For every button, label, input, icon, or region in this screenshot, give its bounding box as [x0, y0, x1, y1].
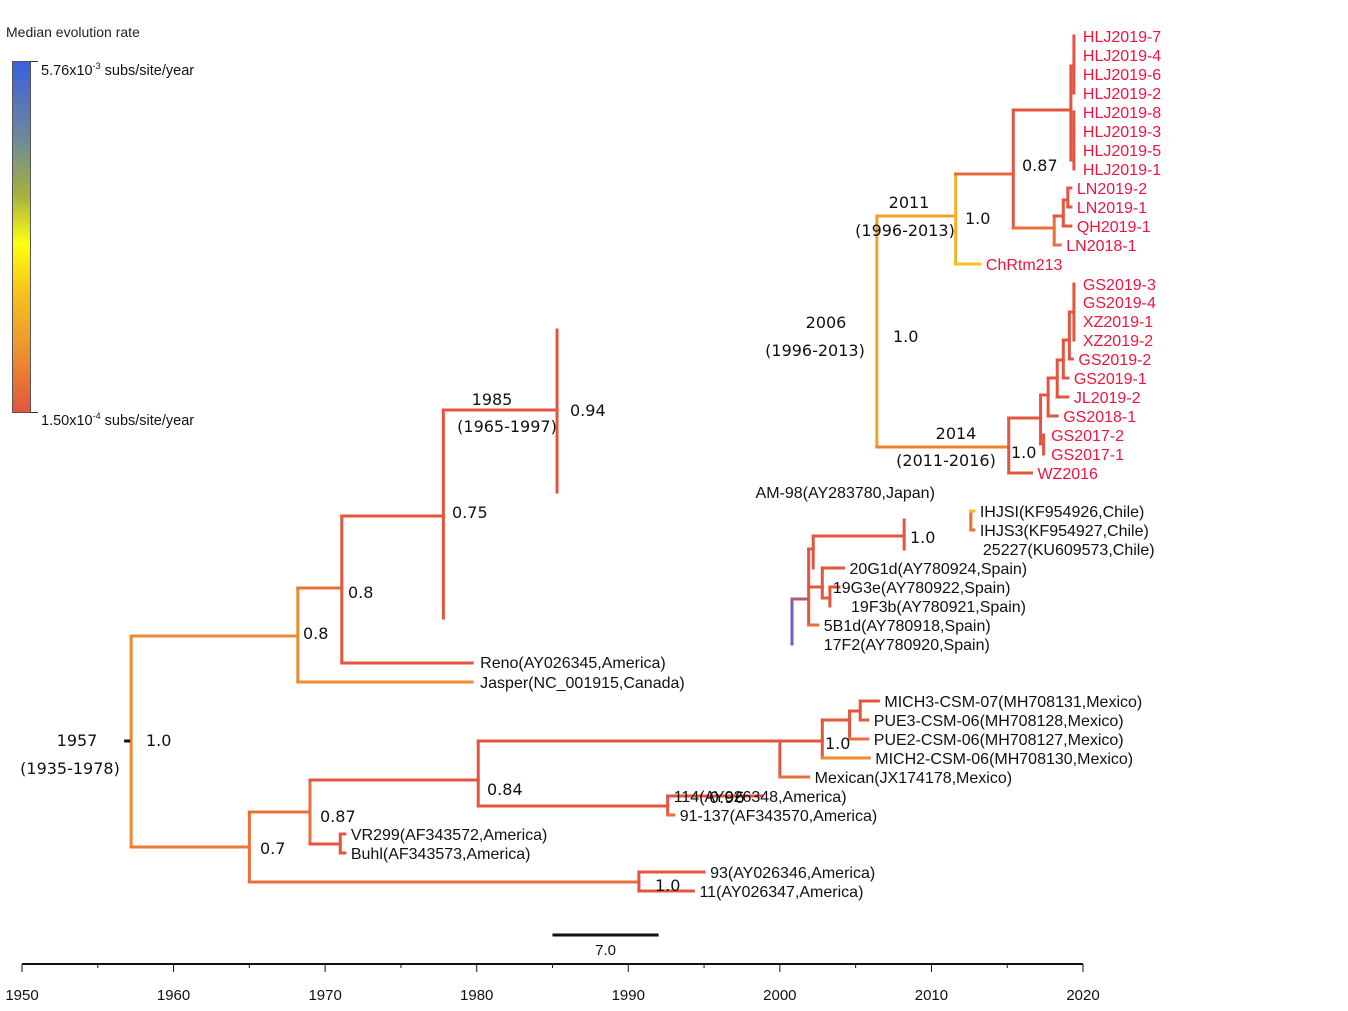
- tip-label: HLJ2019-8: [1083, 105, 1161, 122]
- tip-label: AM-98(AY283780,Japan): [756, 485, 935, 502]
- tip-label: Mexican(JX174178,Mexico): [815, 770, 1012, 787]
- scale-bar-label: 7.0: [595, 942, 616, 959]
- tip-label: 93(AY026346,America): [710, 865, 875, 882]
- node-hpd-label: (2011-2016): [896, 451, 996, 470]
- posterior-label: 0.75: [452, 503, 488, 522]
- tip-label: XZ2019-2: [1083, 333, 1153, 350]
- axis-tick-label: 1980: [460, 987, 493, 1004]
- legend-max-exponent: -3: [92, 61, 101, 71]
- posterior-label: 0.8: [303, 624, 328, 643]
- posterior-label: 1.0: [910, 528, 935, 547]
- posterior-label: 0.8: [348, 583, 373, 602]
- tip-label: HLJ2019-3: [1083, 124, 1161, 141]
- legend-max-label: 5.76x10-3 subs/site/year: [41, 61, 194, 79]
- node-age-label: 2006: [806, 313, 847, 332]
- tip-labels: HLJ2019-7 HLJ2019-4 HLJ2019-6 HLJ2019-2 HLJ2…: [351, 29, 1161, 901]
- tip-label: 19G3e(AY780922,Spain): [833, 580, 1011, 597]
- axis-tick-label: 1960: [157, 987, 190, 1004]
- tip-label: JL2019-2: [1074, 390, 1141, 407]
- legend-title: Median evolution rate: [6, 24, 140, 40]
- axis-tick-label: 2020: [1066, 987, 1099, 1004]
- tip-label: MICH2-CSM-06(MH708130,Mexico): [875, 751, 1133, 768]
- node-annotations: 1957 (1935-1978) 1.0 1985 (1965-1997) 0.94 200…: [20, 156, 1057, 895]
- axis-tick-label: 1990: [612, 987, 645, 1004]
- tip-label: GS2017-2: [1051, 428, 1124, 445]
- posterior-label: 0.96: [709, 788, 745, 807]
- scale-bar: 7.0: [552, 933, 659, 959]
- tip-label: Reno(AY026345,America): [480, 655, 666, 672]
- tip-label: Buhl(AF343573,America): [351, 846, 531, 863]
- axis-tick-label: 1950: [5, 987, 38, 1004]
- tip-label: GS2019-1: [1074, 371, 1147, 388]
- node-age-label: 2011: [889, 193, 930, 212]
- legend-min-unit: subs/site/year: [100, 412, 195, 429]
- node-hpd-label: (1935-1978): [20, 759, 120, 778]
- node-hpd-label: (1996-2013): [765, 341, 865, 360]
- tip-label: LN2018-1: [1066, 238, 1136, 255]
- tip-label: HLJ2019-5: [1083, 143, 1161, 160]
- axis-tick-label: 2000: [763, 987, 796, 1004]
- tip-label: WZ2016: [1037, 466, 1098, 483]
- tip-label: Jasper(NC_001915,Canada): [480, 675, 685, 692]
- tip-label: 114(AY026348,America): [674, 789, 847, 806]
- node-hpd-label: (1996-2013): [855, 221, 955, 240]
- posterior-label: 1.0: [146, 731, 171, 750]
- color-scale-bar: [12, 61, 31, 413]
- axis-tick-label: 2010: [915, 987, 948, 1004]
- legend-min-label: 1.50x10-4 subs/site/year: [41, 411, 194, 429]
- posterior-label: 1.0: [893, 327, 918, 346]
- legend-tick-min: [30, 412, 38, 413]
- time-axis: 1950 1960 1970 1980 1990 2000 2010 2020: [5, 963, 1100, 1004]
- tip-label: GS2017-1: [1051, 447, 1124, 464]
- tip-label: LN2019-1: [1077, 200, 1147, 217]
- tip-label: MICH3-CSM-07(MH708131,Mexico): [884, 694, 1142, 711]
- legend-tick-max: [30, 61, 38, 62]
- tip-label: 19F3b(AY780921,Spain): [851, 599, 1026, 616]
- axis-tick-label: 1970: [308, 987, 341, 1004]
- legend-max-mantissa: 5.76x10: [41, 62, 93, 79]
- posterior-label: 0.7: [260, 839, 285, 858]
- tip-label: IHJS3(KF954927,Chile): [980, 523, 1149, 540]
- tree-branches: [124, 34, 1076, 893]
- posterior-label: 0.94: [570, 401, 606, 420]
- tip-label: LN2019-2: [1077, 181, 1147, 198]
- tip-label: VR299(AF343572,America): [351, 827, 548, 844]
- legend-min-exponent: -4: [92, 411, 101, 421]
- tip-label: HLJ2019-7: [1083, 29, 1161, 46]
- tip-label: HLJ2019-6: [1083, 67, 1161, 84]
- tip-label: PUE2-CSM-06(MH708127,Mexico): [874, 732, 1124, 749]
- tip-label: HLJ2019-1: [1083, 162, 1161, 179]
- tip-label: XZ2019-1: [1083, 314, 1153, 331]
- tip-label: PUE3-CSM-06(MH708128,Mexico): [874, 713, 1124, 730]
- tip-label: HLJ2019-4: [1083, 48, 1161, 65]
- legend-max-unit: subs/site/year: [100, 62, 195, 79]
- tip-label: 11(AY026347,America): [699, 884, 863, 901]
- tip-label: QH2019-1: [1077, 219, 1151, 236]
- tip-label: 20G1d(AY780924,Spain): [850, 561, 1028, 578]
- node-age-label: 2014: [936, 424, 977, 443]
- legend-min-mantissa: 1.50x10: [41, 412, 93, 429]
- posterior-label: 0.87: [1022, 156, 1058, 175]
- posterior-label: 0.84: [487, 780, 523, 799]
- tip-label: HLJ2019-2: [1083, 86, 1161, 103]
- posterior-label: 1.0: [965, 209, 990, 228]
- node-age-label: 1957: [57, 731, 98, 750]
- tip-label: 25227(KU609573,Chile): [983, 542, 1155, 559]
- tip-label: IHJSI(KF954926,Chile): [980, 504, 1145, 521]
- tip-label: 91-137(AF343570,America): [680, 808, 877, 825]
- posterior-label: 1.0: [655, 876, 680, 895]
- node-age-label: 1985: [472, 390, 513, 409]
- tip-label: 5B1d(AY780918,Spain): [824, 618, 991, 635]
- tip-label: GS2019-3: [1083, 277, 1156, 294]
- posterior-label: 1.0: [1011, 443, 1036, 462]
- tip-label: GS2018-1: [1063, 409, 1136, 426]
- tip-label: ChRtm213: [986, 257, 1063, 274]
- posterior-label: 1.0: [825, 734, 850, 753]
- tip-label: 17F2(AY780920,Spain): [824, 637, 990, 654]
- posterior-label: 0.87: [320, 807, 356, 826]
- node-hpd-label: (1965-1997): [457, 417, 557, 436]
- tip-label: GS2019-4: [1083, 295, 1156, 312]
- tip-label: GS2019-2: [1078, 352, 1151, 369]
